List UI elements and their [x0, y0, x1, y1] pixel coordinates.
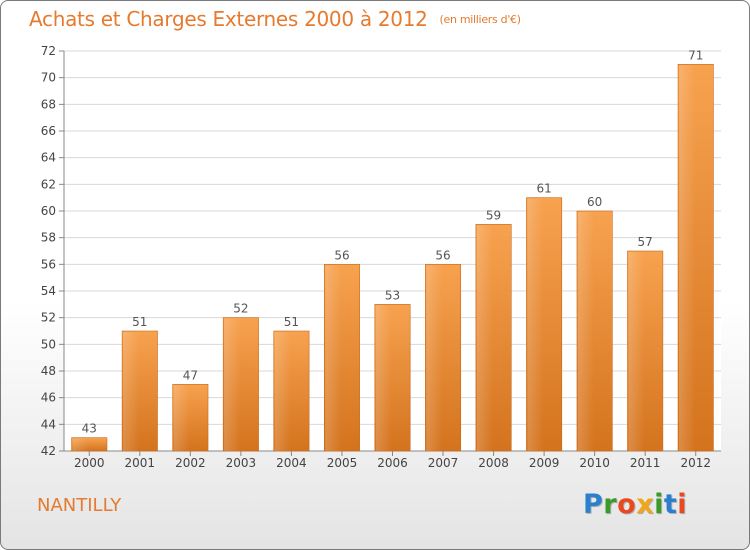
- y-tick-label: 66: [41, 124, 56, 138]
- bar-highlight: [325, 265, 342, 451]
- data-label: 71: [688, 48, 703, 62]
- logo-letter: x: [636, 489, 655, 520]
- y-tick-label: 56: [41, 257, 56, 271]
- commune-name: NANTILLY: [37, 495, 122, 516]
- x-tick-label: 2004: [276, 456, 307, 470]
- logo-letter: t: [663, 489, 678, 520]
- y-tick-label: 60: [41, 204, 56, 218]
- y-tick-label: 70: [41, 71, 56, 85]
- x-tick-label: 2011: [630, 456, 661, 470]
- data-label: 60: [587, 195, 602, 209]
- y-tick-label: 48: [41, 364, 56, 378]
- data-label: 53: [385, 288, 400, 302]
- bar-highlight: [123, 332, 140, 451]
- y-tick-label: 42: [41, 444, 56, 458]
- logo-letter: r: [603, 489, 618, 520]
- y-tick-label: 50: [41, 337, 56, 351]
- y-tick-label: 58: [41, 231, 56, 245]
- data-label: 51: [132, 315, 147, 329]
- proxiti-logo: Proxiti: [583, 489, 687, 520]
- bar-highlight: [72, 438, 89, 451]
- chart-title-unit: (en milliers d'€): [439, 13, 521, 26]
- x-tick-label: 2010: [579, 456, 610, 470]
- data-label: 61: [536, 182, 551, 196]
- y-tick-label: 72: [41, 44, 56, 58]
- logo-letter: i: [654, 489, 664, 520]
- data-label: 51: [284, 315, 299, 329]
- bar-highlight: [375, 305, 392, 451]
- x-tick-label: 2002: [175, 456, 206, 470]
- x-tick-label: 2005: [327, 456, 358, 470]
- bar-highlight: [577, 212, 594, 451]
- x-tick-label: 2007: [428, 456, 459, 470]
- y-tick-label: 52: [41, 311, 56, 325]
- data-label: 43: [82, 422, 97, 436]
- y-tick-label: 46: [41, 391, 56, 405]
- x-tick-label: 2012: [680, 456, 711, 470]
- x-tick-label: 2001: [125, 456, 156, 470]
- logo-letter: i: [677, 489, 688, 520]
- chart-title: Achats et Charges Externes 2000 à 2012 (e…: [29, 7, 521, 31]
- y-tick-label: 54: [41, 284, 56, 298]
- data-label: 47: [183, 368, 198, 382]
- bar-highlight: [679, 65, 695, 451]
- x-tick-label: 2009: [529, 456, 560, 470]
- bar-highlight: [426, 265, 443, 451]
- x-tick-label: 2003: [226, 456, 257, 470]
- logo-letter: o: [617, 489, 637, 520]
- y-tick-label: 64: [41, 151, 56, 165]
- bar-highlight: [224, 318, 241, 451]
- logo-letter: P: [583, 489, 604, 520]
- data-label: 56: [435, 248, 450, 262]
- data-label: 52: [233, 302, 248, 316]
- bar-highlight: [173, 385, 190, 451]
- label-layer: 43 51 47 52 51 56 53 56 59 61 60 57 71: [82, 48, 704, 435]
- chart-title-main: Achats et Charges Externes 2000 à 2012: [29, 7, 428, 31]
- bar-highlight: [476, 225, 493, 451]
- bar-highlight: [274, 332, 291, 451]
- bar-layer: [71, 64, 714, 452]
- data-label: 59: [486, 208, 501, 222]
- x-tick-label: 2000: [74, 456, 105, 470]
- y-tick-label: 62: [41, 177, 56, 191]
- y-tick-label: 44: [41, 417, 56, 431]
- x-tick-label: 2008: [478, 456, 509, 470]
- bar-highlight: [628, 252, 645, 451]
- bar-highlight: [527, 198, 544, 451]
- data-label: 56: [334, 248, 349, 262]
- data-label: 57: [638, 235, 653, 249]
- x-tick-label: 2006: [377, 456, 408, 470]
- y-tick-label: 68: [41, 97, 56, 111]
